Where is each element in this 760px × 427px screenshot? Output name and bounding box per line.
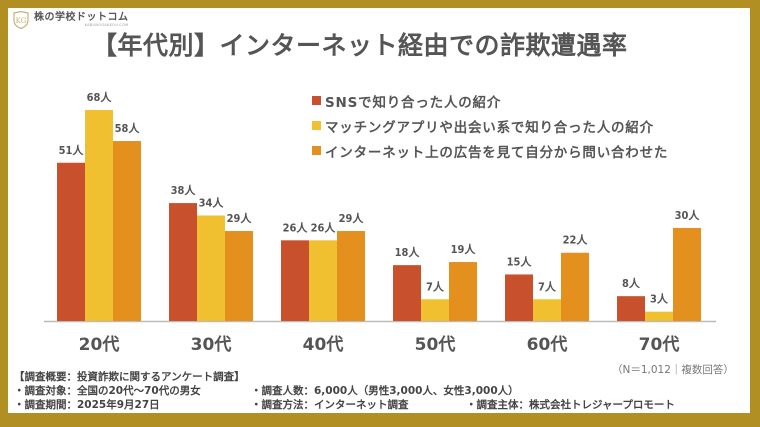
bar-sns-30代 — [169, 203, 197, 321]
survey-heading: 【調査概要：投資詐欺に関するアンケート調査】 — [14, 371, 245, 383]
survey-count: ・調査人数：6,000人（男性3,000人、女性3,000人） — [251, 385, 519, 397]
bar-sns-20代 — [57, 162, 85, 321]
bar-matching-app-20代 — [85, 110, 113, 321]
survey-method: ・調査方法：インターネット調査 — [251, 399, 409, 411]
legend-label-matching-app: マッチングアプリや出会い系で知り合った人の紹介 — [325, 119, 654, 136]
shield-logo-icon: KG — [13, 10, 29, 30]
data-label-internet-ad-30代: 29人 — [227, 211, 253, 225]
data-label-sns-60代: 15人 — [507, 254, 533, 268]
sample-size-note: （N＝1,012｜複数回答） — [612, 364, 734, 376]
legend-swatch-sns — [312, 96, 321, 105]
legend-label-sns: SNSで知り合った人の紹介 — [325, 94, 502, 111]
x-tick-label-30代: 30代 — [191, 334, 232, 355]
bar-matching-app-70代 — [645, 311, 673, 321]
x-tick-label-40代: 40代 — [303, 334, 344, 355]
logo-mark-text: KG — [16, 17, 27, 25]
data-label-matching-app-30代: 34人 — [199, 196, 225, 210]
survey-target: ・調査対象：全国の20代〜70代の男女 — [14, 385, 201, 397]
x-tick-label-50代: 50代 — [415, 334, 456, 355]
logo-name: 株の学校ドットコム — [34, 12, 129, 23]
data-label-matching-app-20代: 68人 — [87, 90, 113, 104]
bar-internet-ad-70代 — [673, 227, 701, 321]
bar-sns-60代 — [505, 274, 533, 321]
survey-summary: 【調査概要：投資詐欺に関するアンケート調査】 ・調査対象：全国の20代〜70代の… — [14, 370, 675, 412]
data-label-matching-app-50代: 7人 — [426, 279, 445, 293]
legend-item-sns: SNSで知り合った人の紹介 — [312, 88, 668, 113]
x-tick-label-20代: 20代 — [79, 334, 120, 355]
data-label-internet-ad-20代: 58人 — [115, 121, 141, 135]
bar-internet-ad-60代 — [561, 252, 589, 321]
survey-period: ・調査期間：2025年9月27日 — [14, 399, 160, 411]
x-tick-label-60代: 60代 — [527, 334, 568, 355]
data-label-sns-70代: 8人 — [622, 276, 641, 290]
bar-internet-ad-20代 — [113, 141, 141, 321]
bar-sns-40代 — [281, 240, 309, 321]
legend-item-internet-ad: インターネット上の広告を見て自分から問い合わせた — [312, 138, 668, 163]
bar-sns-50代 — [393, 265, 421, 321]
bar-internet-ad-40代 — [337, 231, 365, 321]
legend: SNSで知り合った人の紹介 マッチングアプリや出会い系で知り合った人の紹介 イン… — [312, 88, 668, 163]
data-label-internet-ad-70代: 30人 — [675, 208, 701, 222]
logo-subtitle: KABUNOGAKKOU.COM — [84, 23, 129, 27]
data-label-matching-app-70代: 3人 — [650, 292, 669, 306]
data-label-sns-50代: 18人 — [395, 245, 421, 259]
data-label-internet-ad-60代: 22人 — [563, 233, 589, 247]
legend-swatch-internet-ad — [312, 146, 321, 155]
data-label-sns-30代: 38人 — [171, 183, 197, 197]
data-label-internet-ad-50代: 19人 — [451, 242, 477, 256]
bar-internet-ad-30代 — [225, 231, 253, 321]
bar-sns-70代 — [617, 296, 645, 321]
logo: KG 株の学校ドットコム KABUNOGAKKOU.COM — [11, 10, 129, 30]
data-label-internet-ad-40代: 29人 — [339, 211, 365, 225]
bar-internet-ad-50代 — [449, 262, 477, 321]
data-label-sns-20代: 51人 — [59, 143, 85, 157]
legend-swatch-matching-app — [312, 121, 321, 130]
data-label-matching-app-40代: 26人 — [311, 220, 337, 234]
bar-matching-app-30代 — [197, 215, 225, 321]
bar-matching-app-40代 — [309, 240, 337, 321]
data-label-sns-40代: 26人 — [283, 220, 309, 234]
chart-title: 【年代別】インターネット経由での詐欺遭遇率 — [92, 31, 628, 60]
data-label-matching-app-60代: 7人 — [538, 279, 557, 293]
legend-item-matching-app: マッチングアプリや出会い系で知り合った人の紹介 — [312, 113, 668, 138]
x-tick-label-70代: 70代 — [639, 334, 680, 355]
bar-matching-app-60代 — [533, 299, 561, 321]
legend-label-internet-ad: インターネット上の広告を見て自分から問い合わせた — [325, 144, 669, 161]
bar-matching-app-50代 — [421, 299, 449, 321]
survey-sponsor: ・調査主体：株式会社トレジャープロモート — [466, 399, 675, 411]
